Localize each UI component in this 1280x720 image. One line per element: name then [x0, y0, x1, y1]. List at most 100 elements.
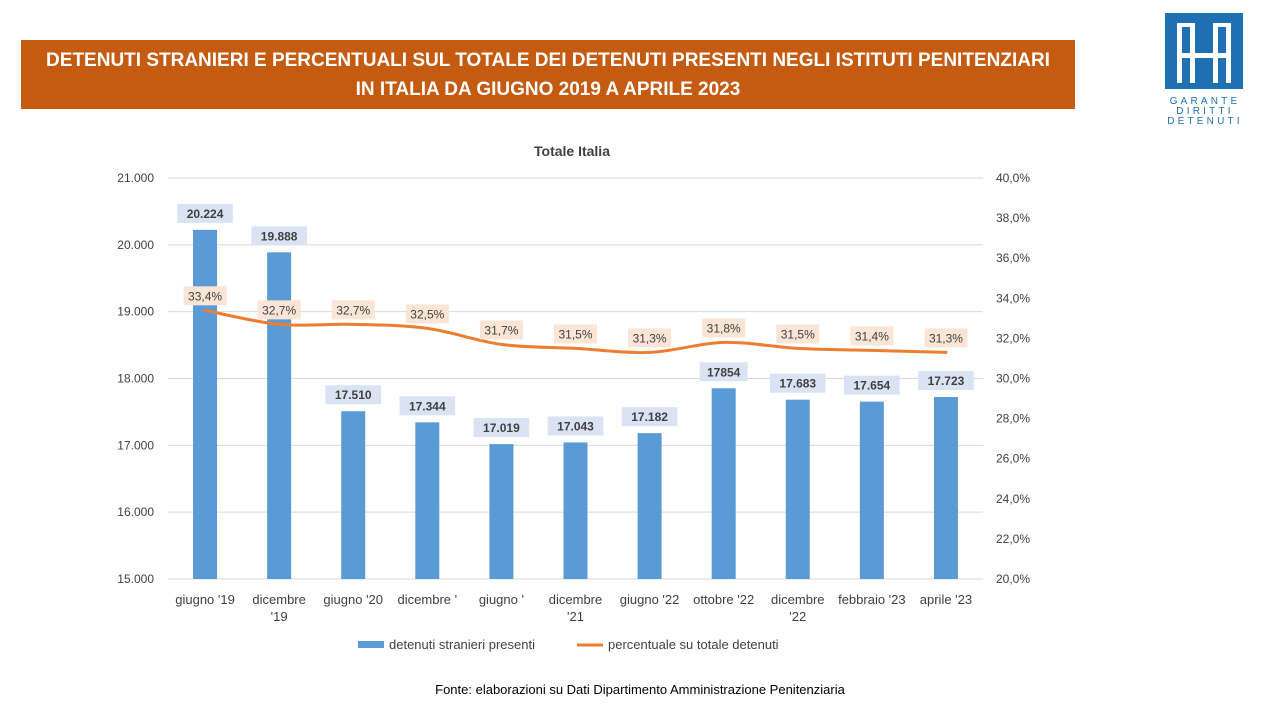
legend-label-line: percentuale su totale detenuti	[608, 637, 779, 652]
x-tick-label: giugno '	[479, 592, 524, 607]
bar-data-label: 19.888	[261, 229, 298, 243]
x-tick-label: '22	[789, 609, 806, 624]
y-left-tick-label: 17.000	[117, 438, 154, 452]
bar-data-label: 17.723	[928, 374, 965, 388]
y-left-tick-label: 16.000	[117, 505, 154, 519]
bar-data-label: 17854	[707, 365, 741, 379]
banner-line-2: IN ITALIA DA GIUGNO 2019 A APRILE 2023	[355, 79, 741, 100]
y-right-tick-label: 32,0%	[996, 331, 1030, 345]
line-data-label: 31,7%	[484, 323, 518, 337]
bar-data-label-bg	[325, 385, 382, 405]
combo-chart: Totale Italia 15.000 16.000 17.000 18.000 19.…	[117, 143, 1030, 652]
x-tick-label: giugno '19	[175, 592, 235, 607]
y-left-tick-label: 20.000	[117, 238, 154, 252]
bar-data-label: 17.182	[631, 410, 668, 424]
y-left-tick-label: 18.000	[117, 372, 154, 386]
bar	[859, 401, 884, 579]
x-tick-label: dicembre	[252, 592, 305, 607]
line-data-label: 33,4%	[188, 289, 222, 303]
bar-data-label: 17.510	[335, 388, 372, 402]
y-right-tick-label: 20,0%	[996, 572, 1030, 586]
x-tick-label: giugno '20	[323, 592, 383, 607]
bar-data-label: 17.654	[854, 379, 891, 393]
line-data-label-bg	[183, 286, 227, 306]
title-banner: DETENUTI STRANIERI E PERCENTUALI SUL TOT…	[21, 40, 1075, 109]
x-tick-label: dicembre	[549, 592, 602, 607]
line-data-label: 31,3%	[929, 331, 963, 345]
bar	[933, 397, 958, 579]
y-right-tick-label: 26,0%	[996, 452, 1030, 466]
legend-swatch-bars	[358, 641, 384, 648]
bar	[415, 422, 440, 579]
logo-mark-icon	[1165, 13, 1243, 89]
line-data-label-bg	[331, 300, 375, 320]
bar-data-label: 17.344	[409, 399, 446, 413]
y-right-tick-label: 34,0%	[996, 291, 1030, 305]
x-tick-label: '19	[271, 609, 288, 624]
banner-line-1: DETENUTI STRANIERI E PERCENTUALI SUL TOT…	[46, 50, 1050, 71]
x-tick-label: aprile '23	[920, 592, 972, 607]
bar-data-label: 17.043	[557, 419, 594, 433]
bar-data-label-bg	[399, 396, 456, 416]
garante-logo: GARANTE DIRITTI DETENUTI	[1160, 13, 1250, 128]
bar-data-label: 17.019	[483, 421, 520, 435]
line-data-label-bg	[776, 324, 820, 344]
line-data-label-bg	[924, 328, 968, 348]
bar-data-label-bg	[473, 418, 530, 438]
bar-data-label-bg	[699, 362, 748, 382]
line-data-label: 31,5%	[558, 327, 592, 341]
bar-data-label-bg	[251, 226, 307, 246]
bar-data-label-bg	[769, 373, 826, 393]
line-data-label: 31,4%	[855, 329, 889, 343]
bar-data-label-bg	[844, 375, 900, 395]
y-right-tick-label: 28,0%	[996, 412, 1030, 426]
line-data-label: 31,8%	[707, 321, 741, 335]
bar	[341, 411, 366, 579]
line-data-label-bg	[628, 328, 672, 348]
x-tick-label: dicembre	[771, 592, 824, 607]
chart-title: Totale Italia	[534, 143, 610, 159]
y-right-tick-label: 22,0%	[996, 532, 1030, 546]
logo-text-1: GARANTE	[1169, 96, 1241, 107]
x-tick-label: ottobre '22	[693, 592, 754, 607]
x-tick-label: giugno '22	[620, 592, 680, 607]
line-data-label: 31,5%	[781, 327, 815, 341]
bar	[193, 229, 218, 579]
line-data-label: 32,5%	[410, 307, 444, 321]
bar	[563, 442, 588, 579]
line-data-label-bg	[479, 320, 523, 340]
y-right-tick-label: 40,0%	[996, 171, 1030, 185]
line-data-label-bg	[554, 324, 597, 344]
bar	[489, 444, 514, 579]
bar-data-label-bg	[918, 371, 974, 391]
bar	[711, 388, 736, 579]
y-right-tick-label: 30,0%	[996, 372, 1030, 386]
bar-data-label: 17.683	[779, 377, 816, 391]
bar-data-label-bg	[621, 407, 678, 427]
y-left-tick-label: 21.000	[117, 171, 154, 185]
logo-text-2: DIRITTI	[1176, 106, 1234, 117]
y-right-tick-label: 38,0%	[996, 211, 1030, 225]
y-left-tick-label: 15.000	[117, 572, 154, 586]
line-data-label-bg	[702, 318, 746, 338]
x-tick-label: '21	[567, 609, 584, 624]
y-right-tick-label: 24,0%	[996, 492, 1030, 506]
bar-data-label-bg	[547, 416, 604, 436]
source-note: Fonte: elaborazioni su Dati Dipartimento…	[435, 682, 845, 697]
bar	[785, 399, 810, 579]
bar	[637, 433, 662, 579]
bar-data-label: 20.224	[187, 207, 224, 221]
x-tick-label: dicembre '	[398, 592, 458, 607]
line-data-label: 32,7%	[336, 303, 370, 317]
y-left-tick-label: 19.000	[117, 305, 154, 319]
line-data-label-bg	[850, 326, 894, 346]
logo-text-3: DETENUTI	[1167, 116, 1243, 127]
bar-data-label-bg	[177, 203, 233, 223]
line-series-percent	[203, 308, 948, 355]
line-data-label-bg	[257, 300, 301, 320]
legend-label-bars: detenuti stranieri presenti	[389, 637, 535, 652]
y-right-tick-label: 36,0%	[996, 251, 1030, 265]
x-tick-label: febbraio '23	[838, 592, 906, 607]
line-data-label: 32,7%	[262, 303, 296, 317]
line-data-label: 31,3%	[633, 331, 667, 345]
